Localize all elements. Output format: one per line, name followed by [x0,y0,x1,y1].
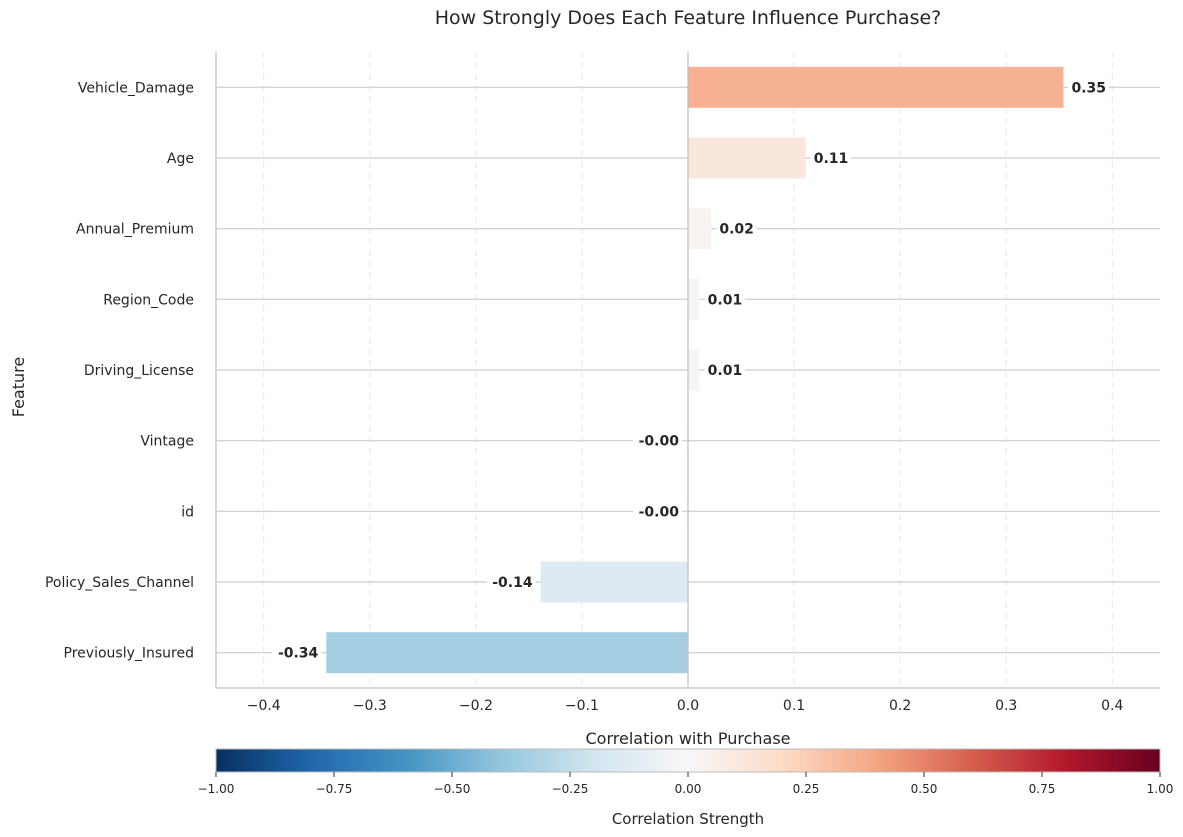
value-label: -0.34 [278,646,319,662]
value-label-bg [704,290,746,309]
colorbar-tick-label: 0.25 [793,782,820,796]
colorbar-tick-label: 0.50 [911,782,938,796]
x-tick-label: 0.4 [1101,698,1123,714]
value-label-bg [272,643,322,662]
x-tick-label: −0.1 [565,698,599,714]
value-label: 0.11 [814,151,849,167]
value-label: -0.14 [492,575,533,591]
value-label: 0.01 [708,292,743,308]
bar-Driving_License [688,349,700,391]
value-label-bg [716,219,757,238]
value-label: 0.35 [1071,80,1106,96]
category-label: Driving_License [84,363,194,379]
category-label: id [181,504,194,520]
category-label: Age [167,151,194,167]
value-label-bg [486,573,536,591]
colorbar-label: Correlation Strength [612,810,764,828]
colorbar-tick-label: 0.00 [675,782,702,796]
y-axis-label: Feature [9,357,28,417]
colorbar-tick-label: −0.75 [316,782,353,796]
value-label: 0.01 [708,363,743,379]
category-label: Vehicle_Damage [78,80,194,96]
colorbar-tick-label: 0.75 [1029,782,1056,796]
value-label: 0.02 [719,222,754,238]
category-label: Vintage [140,434,194,450]
category-label: Policy_Sales_Channel [45,575,194,591]
category-label: Annual_Premium [76,222,194,238]
value-label: -0.00 [639,434,680,450]
category-label: Region_Code [103,292,194,308]
value-label: -0.00 [639,504,680,520]
colorbar-tick-label: −0.25 [552,782,589,796]
x-tick-label: 0.2 [889,698,911,714]
value-label-bg [704,361,746,379]
x-tick-label: −0.3 [353,698,387,714]
colorbar-tick-label: 1.00 [1147,782,1174,796]
value-label-bg [1068,78,1109,97]
category-label: Previously_Insured [64,646,194,662]
x-tick-label: −0.4 [247,698,281,714]
x-tick-label: −0.2 [459,698,493,714]
colorbar-tick-label: −1.00 [198,782,235,796]
x-tick-label: 0.0 [677,698,699,714]
colorbar-tick-label: −0.50 [434,782,471,796]
x-tick-label: 0.3 [995,698,1017,714]
bar-Region_Code [688,278,700,320]
x-axis-label: Correlation with Purchase [586,729,791,748]
bar-Annual_Premium [688,208,712,250]
x-tick-label: 0.1 [783,698,805,714]
colorbar [215,748,1161,773]
bar-Previously_Insured [326,632,688,674]
bar-Policy_Sales_Channel [540,561,688,603]
chart-title: How Strongly Does Each Feature Influence… [435,7,942,29]
bar-Age [688,137,806,179]
bar-Vehicle_Damage [688,66,1064,108]
value-label-bg [632,431,682,450]
value-label-bg [810,149,852,167]
value-label-bg [632,502,682,521]
